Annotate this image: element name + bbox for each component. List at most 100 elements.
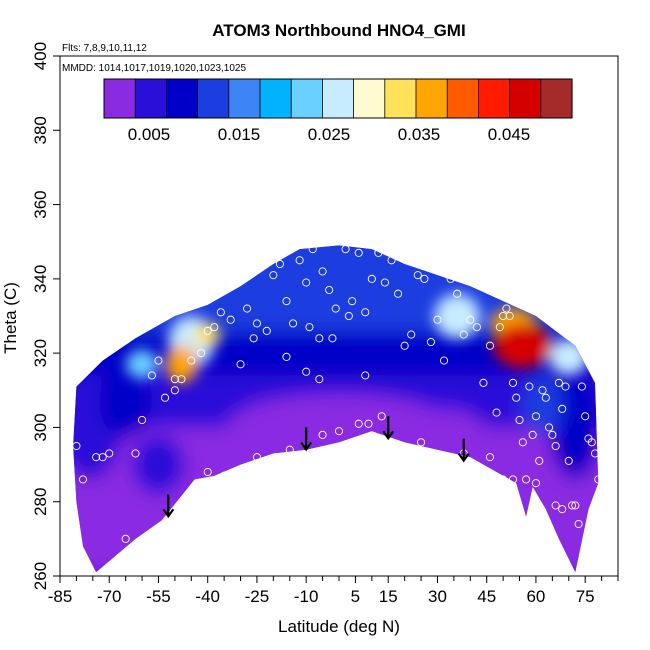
colorbar-swatch (135, 79, 167, 118)
observation-point (318, 267, 327, 276)
arrow-markers (162, 416, 470, 519)
colorbar-frame (103, 78, 573, 119)
observation-point (295, 256, 304, 265)
colorbar-swatch (447, 79, 479, 118)
x-axis-label: Latitude (deg N) (278, 617, 400, 636)
chart-subtitle-dates: MMDD: 1014,1017,1019,1020,1023,1025 (62, 63, 246, 74)
observation-point (535, 456, 544, 465)
y-tick-label: 300 (31, 413, 50, 441)
x-tick-label: -85 (48, 587, 73, 606)
observation-point (413, 271, 422, 280)
colorbar-swatch (291, 79, 323, 118)
observation-point (374, 248, 383, 257)
observation-point (305, 323, 314, 332)
observation-point (502, 304, 511, 313)
value-bands (73, 245, 599, 573)
value-band (73, 245, 599, 331)
colorbar-swatch (228, 79, 261, 118)
observation-point (417, 438, 426, 447)
observation-point (531, 412, 540, 421)
observation-point (154, 356, 163, 365)
y-tick-label: 320 (31, 339, 50, 367)
observation-point (170, 375, 179, 384)
observation-point (315, 375, 324, 384)
observation-point (581, 412, 590, 421)
colorbar-swatch (322, 79, 355, 118)
observation-point (364, 419, 373, 428)
heatmap-field (73, 245, 599, 573)
observation-point (177, 375, 186, 384)
x-tick-label: -70 (97, 587, 122, 606)
observation-point (170, 386, 179, 395)
x-tick-label: 45 (477, 587, 496, 606)
colorbar-swatch (353, 79, 386, 118)
observation-point (574, 519, 583, 529)
value-lobe (227, 405, 320, 450)
observation-point (525, 382, 534, 391)
value-lobe (503, 457, 569, 547)
observation-point (587, 438, 596, 447)
observation-point (288, 319, 298, 328)
observation-point (367, 274, 376, 283)
observation-point (518, 438, 527, 447)
x-tick-label: -40 (195, 587, 220, 606)
observation-point (459, 330, 468, 339)
observation-point (538, 386, 547, 395)
observation-point (282, 352, 291, 361)
observation-point (328, 334, 337, 343)
colorbar-swatch (166, 79, 199, 118)
observation-point (466, 315, 475, 324)
observation-point (262, 326, 271, 335)
y-tick-label: 400 (31, 42, 50, 70)
observation-point (105, 449, 114, 458)
observation-point (315, 334, 324, 343)
observation-point (197, 349, 206, 358)
observation-point (551, 501, 560, 510)
observation-point (522, 475, 531, 484)
observation-point (453, 289, 462, 298)
observation-point (275, 259, 284, 269)
observation-point (387, 256, 396, 265)
observation-point (361, 308, 370, 317)
observation-point (508, 378, 518, 387)
observation-point (407, 330, 416, 339)
x-tick-label: -25 (245, 587, 270, 606)
observation-point (325, 285, 334, 295)
x-tick-label: 60 (526, 587, 545, 606)
observation-point (495, 323, 504, 332)
hotspot (549, 338, 589, 376)
observation-point (318, 430, 327, 439)
observation-point (505, 311, 514, 321)
y-tick-label: 260 (31, 562, 50, 590)
colorbar-swatch (104, 79, 136, 118)
observation-point (78, 475, 88, 484)
arrow-marker (382, 416, 395, 441)
observation-point (380, 278, 390, 287)
observation-point (160, 393, 170, 402)
colorbar-swatch (260, 79, 292, 118)
colorbar-tick-label: 0.045 (488, 125, 531, 144)
observation-point (203, 326, 212, 335)
observation-point (545, 423, 554, 432)
x-tick-label: -10 (294, 587, 319, 606)
observation-point (499, 475, 508, 484)
observation-point (282, 297, 291, 306)
value-lobe (522, 375, 563, 435)
arrow-marker (162, 494, 175, 519)
hotspot (165, 345, 198, 383)
observation-point (577, 382, 586, 391)
observation-point (354, 248, 363, 257)
observation-point (531, 479, 540, 488)
colorbar-swatch (509, 79, 542, 118)
observation-point (348, 297, 357, 306)
observation-point (285, 445, 294, 454)
observation-point (203, 467, 212, 477)
observation-point (252, 453, 261, 462)
observation-point (433, 315, 442, 324)
observation-point (354, 419, 363, 428)
observation-point (82, 568, 91, 576)
arrow-marker (457, 438, 470, 463)
observation-points (72, 245, 603, 576)
observation-point (341, 245, 350, 254)
